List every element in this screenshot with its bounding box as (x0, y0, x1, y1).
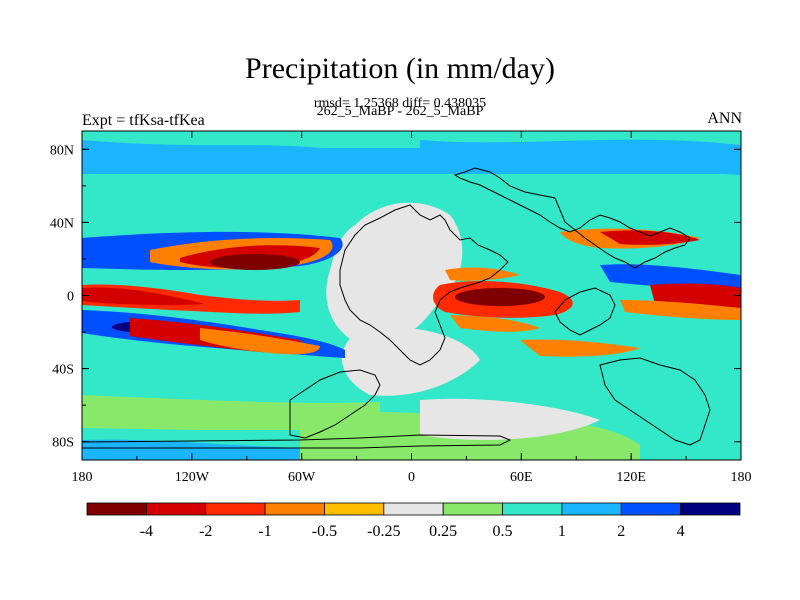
colorbar-box-4 (324, 502, 385, 516)
x-tick-label-0: 180 (72, 470, 93, 485)
colorbar-box-2 (205, 502, 266, 516)
colorbar-box-6 (442, 502, 503, 516)
y-tick-label-0: 80N (50, 143, 74, 158)
field-indian-orange-s (450, 315, 540, 332)
field-east-red-north (600, 230, 700, 245)
field-north-darkred-core (210, 254, 300, 270)
colorbar-label-4: -0.25 (367, 523, 400, 540)
colorbar-label-3: -0.5 (312, 523, 337, 540)
field-antarctic-neutral (420, 398, 600, 440)
coastline-2 (453, 167, 691, 269)
experiment-label: Expt = tfKsa-tfKea (82, 112, 205, 129)
colorbar-label-2: -1 (258, 523, 271, 540)
colorbar-label-6: 0.5 (493, 523, 513, 540)
x-tick-label-2: 60W (288, 470, 316, 485)
field-east-orange-band (620, 300, 741, 320)
y-tick-label-1: 40N (50, 216, 74, 231)
chart-title: Precipitation (in mm/day) (245, 52, 555, 85)
season-label: ANN (707, 110, 742, 127)
colorbar-label-0: -4 (140, 523, 153, 540)
y-tick-label-4: 80S (52, 436, 74, 451)
colorbar-box-0 (86, 502, 147, 516)
x-tick-label-4: 60E (510, 470, 533, 485)
colorbar-label-7: 1 (558, 523, 566, 540)
field-africa-neutral (326, 202, 463, 346)
coastline-1 (339, 204, 509, 366)
x-tick-label-3: 0 (408, 470, 415, 485)
field-band-north-b (420, 139, 741, 175)
coastline-5 (289, 369, 381, 439)
y-tick-label-2: 0 (67, 290, 74, 305)
x-tick-label-5: 120E (616, 470, 646, 485)
colorbar-label-8: 2 (617, 523, 625, 540)
y-tick-label-3: 40S (52, 363, 74, 378)
field-dateline-red (712, 288, 741, 306)
colorbar-box-1 (145, 502, 207, 516)
field-south-orange-east (520, 339, 640, 357)
coastline-4 (599, 357, 711, 446)
x-tick-label-6: 180 (731, 470, 752, 485)
field-band-midnorth (82, 175, 741, 205)
field-indian-orange-n (445, 267, 520, 281)
field-indian-darkred-core (455, 288, 545, 306)
colorbar-box-7 (502, 502, 563, 516)
field-south-orange-band (200, 328, 320, 355)
colorbar-box-3 (264, 502, 325, 516)
chart-subtitle-stats: rmsd= 1.25368 diff= 0.438035 (313, 96, 487, 111)
field-antarctic-blue (82, 439, 300, 460)
colorbar-box-10 (680, 502, 741, 516)
colorbar-label-1: -2 (199, 523, 212, 540)
field-eq-west-darkred (82, 287, 205, 306)
map-field (82, 131, 741, 460)
colorbar-box-5 (383, 502, 444, 516)
field-band-north-a (82, 140, 340, 170)
colorbar-box-9 (620, 502, 682, 516)
chart-subtitle-runs: 262_5_MaBP - 262_5_MaBP (316, 104, 484, 119)
coastline-3 (554, 287, 616, 336)
colorbar-label-5: 0.25 (429, 523, 457, 540)
colorbar-box-8 (561, 502, 622, 516)
colorbar-label-9: 4 (677, 523, 685, 540)
coastline-6 (82, 434, 512, 449)
x-tick-label-1: 120W (175, 470, 210, 485)
